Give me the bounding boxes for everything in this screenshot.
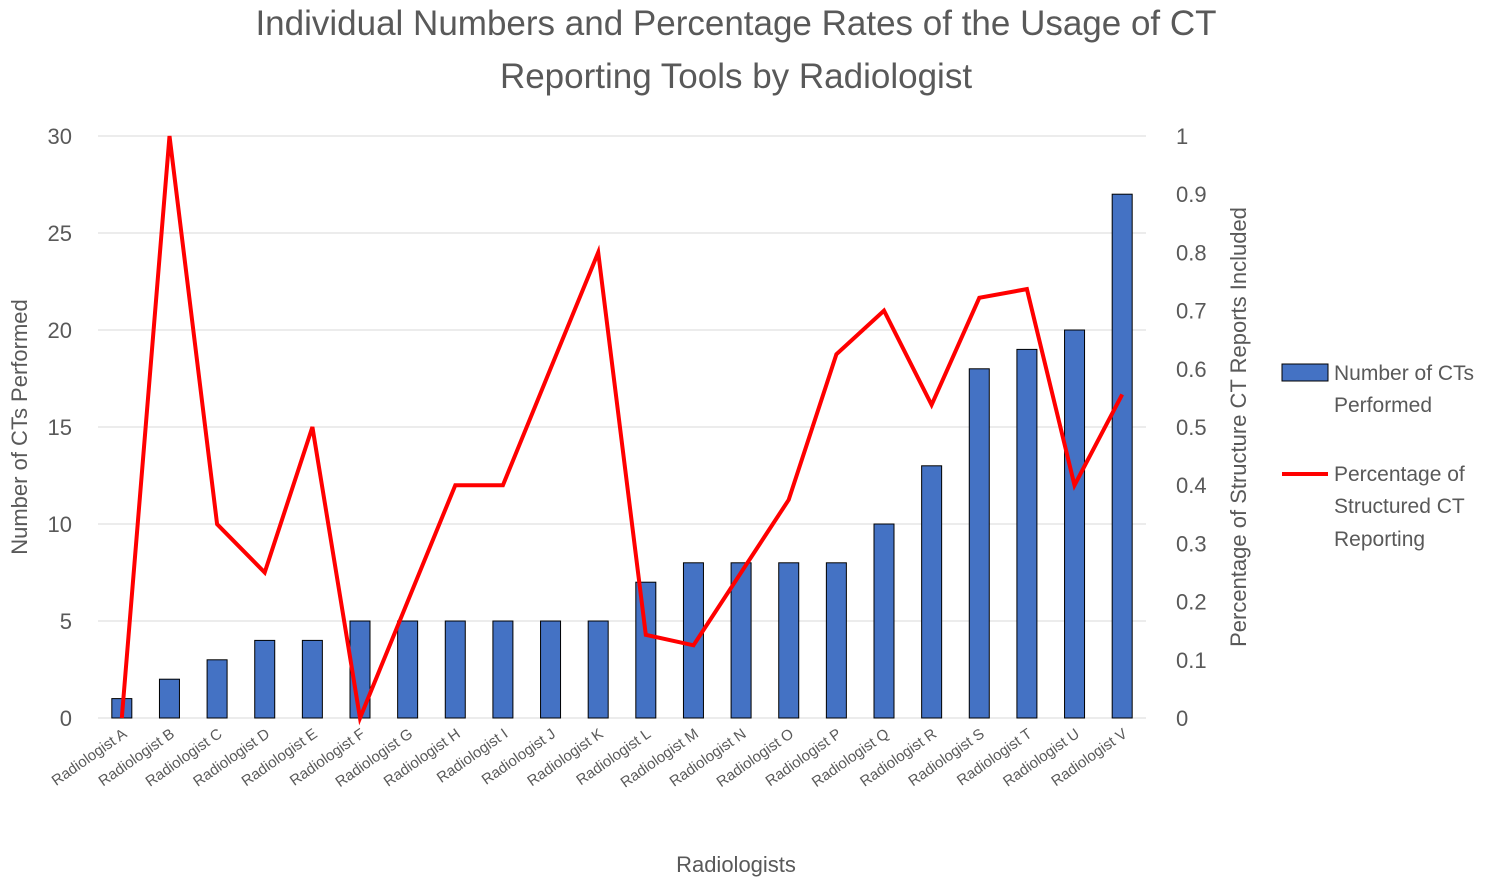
bar: [730, 562, 752, 719]
y-axis-left-label: Number of CTs Performed: [7, 299, 32, 555]
bar: [682, 562, 704, 719]
bar: [492, 620, 514, 719]
legend-label-line-line-2: Structured CT: [1334, 495, 1465, 518]
y-tick-label: 10: [48, 512, 72, 537]
chart-title: Individual Numbers and Percentage Rates …: [255, 4, 1216, 96]
bar: [397, 620, 419, 719]
y2-tick-label: 0: [1176, 706, 1188, 731]
y2-tick-label: 1: [1176, 124, 1188, 149]
bar: [444, 620, 466, 719]
bar: [635, 581, 657, 719]
bar: [206, 659, 228, 719]
x-axis-label: Radiologists: [676, 852, 796, 877]
y2-tick-label: 0.8: [1176, 240, 1207, 265]
y-tick-label: 0: [60, 706, 72, 731]
bar-series: [111, 193, 1133, 719]
y-tick-label: 25: [48, 221, 72, 246]
legend-label-bars-line-2: Performed: [1334, 394, 1432, 417]
bar: [968, 368, 990, 719]
y-axis-right-ticks: 0 0.1 0.2 0.3 0.4 0.5 0.6 0.7 0.8 0.9 1: [1176, 124, 1207, 731]
series-line: [119, 135, 1124, 726]
chart-title-line-2: Reporting Tools by Radiologist: [500, 57, 972, 96]
y2-tick-label: 0.4: [1176, 473, 1207, 498]
bar: [778, 562, 800, 719]
bar: [1016, 348, 1038, 719]
y2-tick-label: 0.1: [1176, 648, 1207, 673]
bar: [540, 620, 562, 719]
legend-label-bars-line-1: Number of CTs: [1334, 362, 1474, 385]
y2-tick-label: 0.9: [1176, 182, 1207, 207]
y-tick-label: 15: [48, 415, 72, 440]
y2-tick-label: 0.7: [1176, 299, 1207, 324]
bar: [873, 523, 895, 719]
legend-label-line-line-1: Percentage of: [1334, 463, 1465, 486]
bar: [158, 678, 180, 719]
bar: [587, 620, 609, 719]
y-axis-left-ticks: 0 5 10 15 20 25 30: [48, 124, 72, 731]
chart-title-line-1: Individual Numbers and Percentage Rates …: [255, 4, 1216, 43]
bar: [1064, 329, 1086, 719]
bar: [254, 639, 276, 719]
bar: [921, 465, 943, 719]
gridlines: [98, 135, 1146, 719]
y-tick-label: 5: [60, 609, 72, 634]
legend-swatch-bars: [1281, 363, 1329, 382]
y2-tick-label: 0.5: [1176, 415, 1207, 440]
legend-label-line-line-3: Reporting: [1334, 528, 1425, 551]
bar: [301, 639, 323, 719]
bar: [1111, 193, 1133, 719]
y-tick-label: 30: [48, 124, 72, 149]
y-axis-right-label: Percentage of Structure CT Reports Inclu…: [1226, 207, 1251, 647]
y-tick-label: 20: [48, 318, 72, 343]
line-series: [119, 135, 1124, 726]
y2-tick-label: 0.2: [1176, 590, 1207, 615]
legend: Number of CTs Performed Percentage of St…: [1281, 362, 1474, 551]
y2-tick-label: 0.3: [1176, 531, 1207, 556]
y2-tick-label: 0.6: [1176, 357, 1207, 382]
bar: [825, 562, 847, 719]
